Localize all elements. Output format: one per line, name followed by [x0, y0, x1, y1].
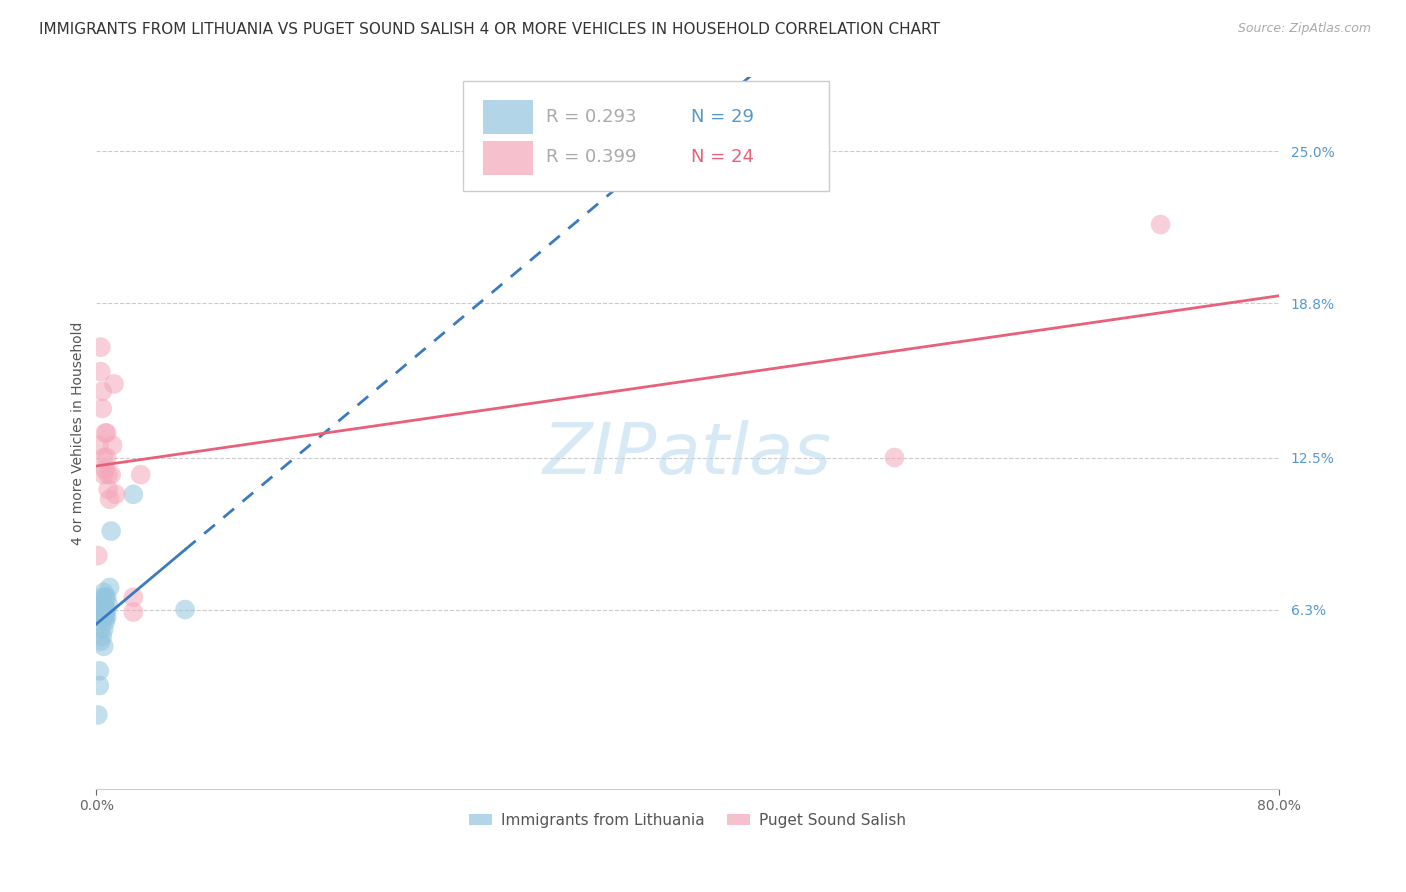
Point: [93, 585, 115, 599]
Point: [91, 610, 114, 624]
Point: [89, 664, 111, 678]
Point: [98, 492, 121, 507]
Point: [98, 581, 121, 595]
Point: [122, 487, 145, 501]
Point: [87, 708, 110, 723]
Point: [91, 605, 114, 619]
Point: [104, 487, 127, 501]
Point: [91, 591, 114, 605]
Point: [100, 524, 122, 538]
Text: ZIPatlas: ZIPatlas: [543, 420, 832, 489]
Point: [97, 598, 120, 612]
Point: [96, 591, 118, 605]
Y-axis label: 4 or more Vehicles in Household: 4 or more Vehicles in Household: [72, 321, 86, 545]
Point: [93, 605, 115, 619]
Point: [96, 450, 118, 465]
Point: [93, 450, 115, 465]
Point: [94, 463, 117, 477]
Point: [90, 598, 112, 612]
Text: Source: ZipAtlas.com: Source: ZipAtlas.com: [1237, 22, 1371, 36]
Text: N = 29: N = 29: [692, 108, 754, 126]
Text: N = 24: N = 24: [692, 148, 754, 166]
Point: [90, 634, 112, 648]
FancyBboxPatch shape: [463, 81, 830, 191]
Point: [94, 425, 117, 440]
Point: [91, 401, 114, 416]
Point: [91, 630, 114, 644]
Point: [91, 384, 114, 399]
Text: R = 0.293: R = 0.293: [546, 108, 636, 126]
Point: [122, 605, 145, 619]
Point: [89, 438, 111, 452]
Point: [93, 610, 115, 624]
Point: [90, 340, 112, 354]
Point: [103, 376, 125, 391]
Point: [94, 610, 117, 624]
Point: [129, 467, 152, 482]
Point: [87, 549, 110, 563]
Point: [883, 450, 905, 465]
Point: [97, 467, 120, 482]
Point: [101, 438, 124, 452]
Point: [94, 591, 117, 605]
Point: [100, 467, 122, 482]
Point: [122, 591, 145, 605]
Point: [1149, 218, 1171, 232]
Text: R = 0.399: R = 0.399: [546, 148, 636, 166]
Text: IMMIGRANTS FROM LITHUANIA VS PUGET SOUND SALISH 4 OR MORE VEHICLES IN HOUSEHOLD : IMMIGRANTS FROM LITHUANIA VS PUGET SOUND…: [39, 22, 941, 37]
Point: [174, 602, 197, 616]
Point: [93, 598, 115, 612]
Point: [90, 610, 112, 624]
Point: [93, 622, 115, 636]
Bar: [484, 100, 533, 135]
Point: [96, 610, 118, 624]
Point: [93, 467, 115, 482]
Point: [96, 425, 118, 440]
Bar: [484, 141, 533, 175]
Point: [94, 602, 117, 616]
Point: [93, 640, 115, 654]
Point: [97, 483, 120, 497]
Point: [89, 679, 111, 693]
Legend: Immigrants from Lithuania, Puget Sound Salish: Immigrants from Lithuania, Puget Sound S…: [463, 807, 912, 834]
Point: [90, 365, 112, 379]
Point: [90, 622, 112, 636]
Point: [94, 615, 117, 629]
Point: [96, 602, 118, 616]
